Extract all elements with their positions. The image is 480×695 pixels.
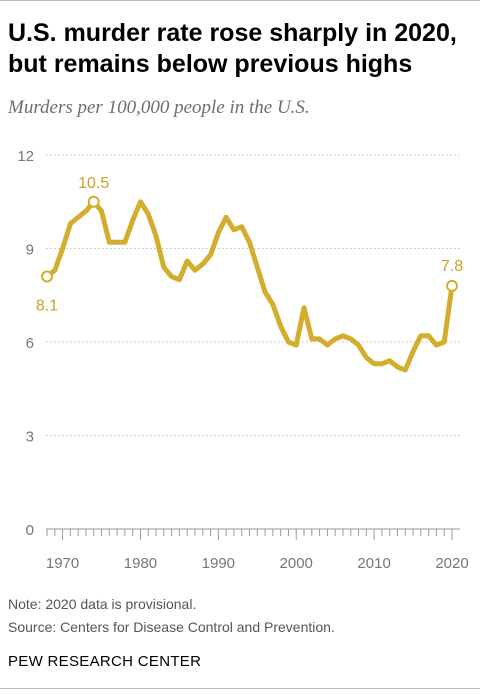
y-tick-label: 6 [26, 335, 34, 352]
data-point-marker [41, 270, 53, 283]
data-label: 7.8 [441, 258, 463, 275]
y-axis-labels: 0 3 6 9 12 [17, 148, 34, 539]
x-axis: 1970 1980 1990 2000 2010 2020 [46, 528, 469, 572]
chart-title: U.S. murder rate rose sharply in 2020, b… [8, 19, 457, 78]
x-tick-label: 1970 [46, 555, 79, 572]
y-tick-label: 0 [26, 522, 34, 539]
data-point-marker [446, 279, 458, 292]
x-tick-label: 1980 [124, 555, 157, 572]
top-rule [0, 0, 480, 1]
grid-lines [46, 154, 460, 436]
brand-label: PEW RESEARCH CENTER [8, 653, 202, 670]
x-tick-label: 2020 [435, 555, 468, 572]
chart-note: Note: 2020 data is provisional. [8, 596, 197, 612]
data-point-marker [87, 195, 100, 208]
data-label: 10.5 [78, 175, 109, 192]
data-series [44, 199, 455, 373]
y-tick-label: 12 [17, 148, 34, 165]
chart-subtitle: Murders per 100,000 people in the U.S. [8, 97, 310, 118]
y-tick-label: 9 [26, 242, 34, 259]
bottom-rule [0, 688, 480, 689]
x-tick-label: 2010 [357, 555, 390, 572]
x-tick-label: 2000 [280, 555, 313, 572]
x-tick-label: 1990 [202, 555, 235, 572]
data-label: 8.1 [36, 298, 58, 315]
y-tick-label: 3 [26, 429, 34, 446]
murder-rate-line [44, 199, 455, 373]
annotations: 8.1 10.5 7.8 [36, 175, 463, 315]
chart-source: Source: Centers for Disease Control and … [8, 619, 335, 635]
